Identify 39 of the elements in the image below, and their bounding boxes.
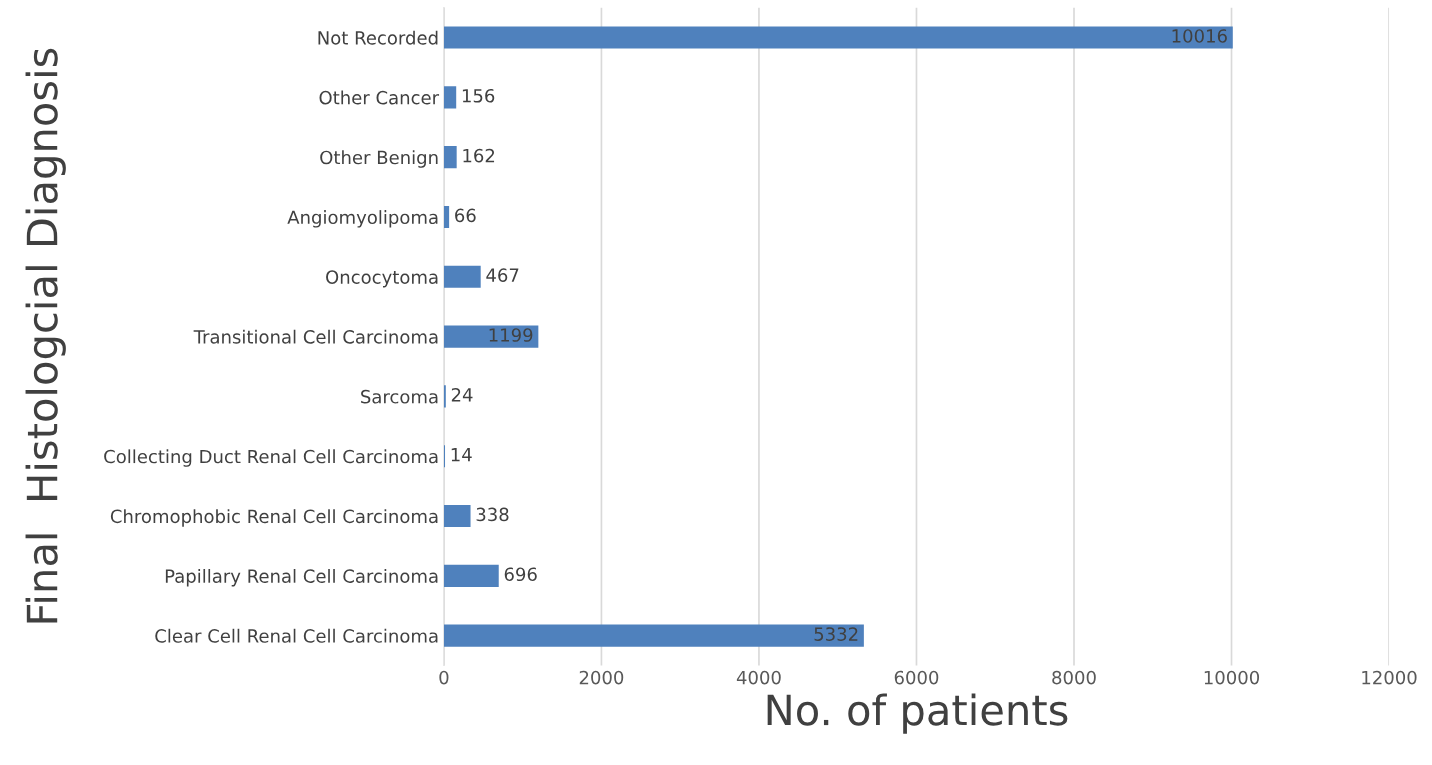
y-tick-label: Collecting Duct Renal Cell Carcinoma — [104, 449, 438, 467]
y-tick-label: Other Cancer — [319, 90, 440, 105]
bar — [443, 146, 457, 169]
x-tick-label: 0 — [439, 670, 449, 685]
y-tick-label: Angiomyolipoma — [287, 210, 438, 228]
data-label: 156 — [462, 88, 495, 103]
y-tick-label: Other Benign — [320, 150, 438, 168]
data-label: 696 — [504, 567, 537, 582]
data-label: 66 — [455, 208, 476, 223]
x-tick-label: 2000 — [579, 670, 624, 685]
y-axis-title: Final Histologcial Diagnosis — [25, 48, 66, 623]
data-label: 10016 — [1172, 29, 1227, 43]
bar — [443, 265, 481, 288]
x-tick-label: 10000 — [1204, 670, 1260, 685]
y-tick-label: Clear Cell Renal Cell Carcinoma — [155, 628, 438, 643]
data-label: 14 — [451, 448, 472, 462]
x-tick-label: 6000 — [894, 670, 939, 685]
bar — [443, 504, 471, 528]
y-tick-label: Oncocytoma — [326, 270, 438, 288]
bar — [443, 624, 864, 647]
bar — [443, 205, 450, 229]
x-axis-title: No. of patients — [767, 693, 1068, 734]
x-tick-label: 12000 — [1362, 670, 1417, 685]
data-label: 1199 — [489, 328, 533, 342]
y-tick-label: Transitional Cell Carcinoma — [193, 329, 438, 344]
y-tick-label: Sarcoma — [361, 389, 438, 404]
bar — [443, 564, 499, 587]
x-tick-label: 8000 — [1052, 670, 1096, 685]
bar — [443, 86, 457, 109]
data-label: 162 — [463, 148, 495, 163]
y-tick-label: Papillary Renal Cell Carcinoma — [165, 568, 438, 587]
x-tick-label: 4000 — [736, 670, 781, 685]
data-label: 5332 — [814, 627, 858, 641]
data-label: 467 — [486, 268, 519, 283]
data-label: 24 — [451, 387, 473, 402]
data-label: 338 — [476, 507, 509, 522]
bar — [443, 26, 1233, 49]
y-tick-label: Chromophobic Renal Cell Carcinoma — [110, 509, 438, 527]
y-tick-label: Not Recorded — [318, 30, 438, 45]
